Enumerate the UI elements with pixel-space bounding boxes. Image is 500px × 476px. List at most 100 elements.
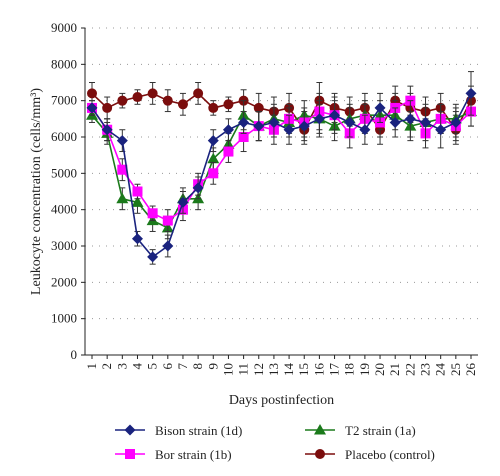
x-tick-labels: 1 2 3 4 5 6 7 8 9 10 11 12 13 14 15 16 17 18 19 20 21 22 23 24 2… (84, 363, 478, 377)
data-point (404, 113, 416, 125)
data-point (177, 99, 188, 110)
data-point (86, 102, 98, 114)
data-point (253, 102, 264, 113)
y-tick-label: 5000 (51, 165, 77, 180)
y-tick-label: 1000 (51, 311, 77, 326)
x-tick-label: 6 (160, 363, 175, 370)
data-point (314, 424, 326, 435)
y-tick-label: 9000 (51, 20, 77, 35)
x-tick-label: 4 (129, 363, 144, 370)
x-tick-label: 15 (296, 363, 311, 376)
grid-lines (85, 27, 478, 320)
data-point (101, 124, 113, 136)
x-tick-label: 10 (220, 363, 235, 376)
legend-item: T2 strain (1a) (305, 423, 416, 438)
data-point (102, 102, 113, 113)
legend-item: Bor strain (1b) (115, 447, 232, 462)
x-tick-label: 11 (236, 363, 251, 376)
data-point (435, 124, 447, 136)
x-tick-label: 12 (251, 363, 266, 376)
data-point (132, 186, 143, 197)
x-tick-label: 25 (448, 363, 463, 376)
axes (81, 27, 478, 359)
data-point (223, 99, 234, 110)
data-point (117, 164, 128, 175)
x-tick-label: 9 (205, 363, 220, 370)
x-tick-label: 8 (190, 363, 205, 370)
data-point (283, 124, 295, 136)
data-point (359, 124, 371, 136)
y-tick-label: 6000 (51, 129, 77, 144)
data-point (329, 109, 341, 121)
x-tick-label: 5 (145, 363, 160, 370)
data-point (208, 168, 219, 179)
data-point (465, 87, 477, 99)
y-tick-label: 2000 (51, 274, 77, 289)
x-tick-label: 1 (84, 363, 99, 370)
series-diamond (86, 71, 477, 265)
x-tick-label: 3 (114, 363, 129, 370)
x-axis-label: Days postinfection (229, 393, 334, 408)
x-tick-label: 16 (311, 363, 326, 377)
data-point (238, 132, 249, 142)
legend-item: Bison strain (1d) (115, 423, 242, 438)
data-point (207, 152, 220, 164)
data-point (162, 215, 173, 226)
legend-label: Bor strain (1b) (155, 447, 232, 462)
data-point (116, 135, 128, 147)
data-point (420, 116, 432, 128)
data-point (132, 92, 143, 103)
data-point (315, 449, 325, 459)
x-tick-label: 24 (433, 363, 448, 377)
x-tick-label: 22 (402, 363, 417, 376)
y-tick-label: 4000 (51, 202, 77, 217)
y-axis-label: Leukocyte concentration (cells/mm³) (29, 88, 44, 295)
legend-label: T2 strain (1a) (345, 423, 416, 438)
data-point (162, 95, 173, 106)
legend: Bison strain (1d) Bor strain (1b) T2 strai… (115, 423, 435, 462)
y-tick-label: 3000 (51, 238, 77, 253)
x-tick-label: 18 (342, 363, 357, 376)
x-tick-label: 19 (357, 363, 372, 376)
x-tick-label: 26 (463, 363, 478, 377)
x-tick-label: 21 (387, 363, 402, 376)
y-tick-labels: 0 1000 2000 3000 4000 5000 6000 7000 8000 9000 (51, 20, 77, 362)
data-point (374, 102, 386, 114)
data-point (268, 116, 280, 128)
data-point (344, 116, 356, 128)
x-tick-label: 7 (175, 363, 190, 370)
data-point (87, 88, 97, 99)
y-tick-label: 7000 (51, 93, 77, 108)
data-point (124, 424, 136, 436)
x-tick-label: 2 (99, 363, 114, 370)
legend-label: Placebo (control) (345, 447, 435, 462)
data-point (116, 192, 129, 204)
data-point (147, 88, 158, 99)
x-tick-label: 13 (266, 363, 281, 376)
data-point (223, 146, 234, 157)
data-point (450, 116, 462, 128)
data-point (162, 240, 174, 252)
data-point (125, 449, 135, 459)
data-point (222, 124, 234, 136)
data-point (238, 116, 250, 128)
data-point (147, 251, 159, 263)
data-point (131, 196, 144, 207)
legend-item: Placebo (control) (305, 447, 435, 462)
x-tick-label: 23 (418, 363, 433, 376)
series-layer (86, 71, 477, 265)
y-tick-label: 8000 (51, 56, 77, 71)
data-point (208, 102, 219, 113)
data-point (131, 233, 143, 245)
data-point (207, 135, 219, 147)
x-tick-label: 20 (372, 363, 387, 376)
data-point (117, 95, 128, 106)
data-point (389, 116, 401, 128)
data-point (177, 196, 189, 208)
legend-label: Bison strain (1d) (155, 423, 242, 438)
y-tick-label: 0 (71, 347, 78, 362)
x-tick-label: 14 (281, 363, 296, 377)
data-point (147, 208, 158, 219)
data-point (253, 120, 265, 132)
